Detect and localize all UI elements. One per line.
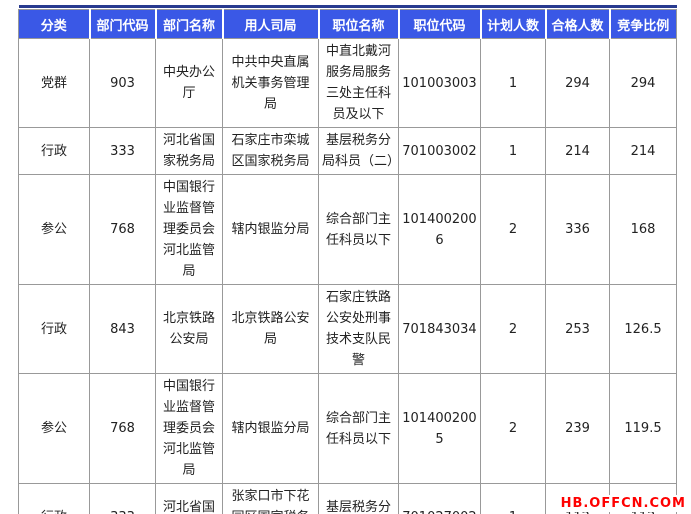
- column-header-position-code: 职位代码: [397, 9, 481, 39]
- column-header-bureau: 用人司局: [221, 9, 319, 39]
- cell-dept-name: 北京铁路公安局: [155, 284, 223, 374]
- cell-position-code: 701003002: [398, 127, 481, 175]
- column-header-competition-ratio: 竞争比例: [608, 9, 677, 39]
- cell-position-name: 石家庄铁路公安处刑事技术支队民警: [318, 284, 399, 374]
- top-accent-line: [19, 5, 677, 8]
- cell-dept-name: 中国银行业监督管理委员会河北监管局: [155, 373, 223, 484]
- cell-planned-count: 2: [480, 373, 546, 484]
- cell-dept-name: 中央办公厅: [155, 38, 223, 128]
- cell-competition-ratio: 168: [609, 174, 677, 285]
- cell-qualified-count: 214: [545, 127, 610, 175]
- table-row: 参公 768 中国银行业监督管理委员会河北监管局 辖内银监分局 综合部门主任科员…: [18, 174, 677, 285]
- table-row: 行政 333 河北省国家税务局 石家庄市栾城区国家税务局 基层税务分局科员（二）…: [18, 127, 677, 175]
- cell-competition-ratio: 294: [609, 38, 677, 128]
- cell-qualified-count: 294: [545, 38, 610, 128]
- cell-qualified-count: 336: [545, 174, 610, 285]
- cell-dept-code: 333: [89, 483, 156, 514]
- cell-category: 参公: [18, 174, 90, 285]
- cell-position-code: 701843034: [398, 284, 481, 374]
- cell-category: 行政: [18, 483, 90, 514]
- table-row: 行政 843 北京铁路公安局 北京铁路公安局 石家庄铁路公安处刑事技术支队民警 …: [18, 284, 677, 374]
- table-header-row: 分类 部门代码 部门名称 用人司局 职位名称 职位代码 计划人数 合格人数 竞争…: [18, 9, 677, 39]
- cell-position-name: 综合部门主任科员以下: [318, 373, 399, 484]
- cell-bureau: 中共中央直属机关事务管理局: [222, 38, 319, 128]
- column-header-dept-name: 部门名称: [154, 9, 223, 39]
- cell-dept-name: 河北省国家税务局: [155, 483, 223, 514]
- table-row: 行政 333 河北省国家税务局 张家口市下花园区国家税务局 基层税务分局科员（二…: [18, 483, 677, 514]
- cell-dept-name: 河北省国家税务局: [155, 127, 223, 175]
- cell-category: 党群: [18, 38, 90, 128]
- cell-position-code: 1014002006: [398, 174, 481, 285]
- cell-bureau: 辖内银监分局: [222, 373, 319, 484]
- cell-bureau: 张家口市下花园区国家税务局: [222, 483, 319, 514]
- cell-position-name: 综合部门主任科员以下: [318, 174, 399, 285]
- cell-bureau: 石家庄市栾城区国家税务局: [222, 127, 319, 175]
- cell-position-name: 基层税务分局科员（二）: [318, 483, 399, 514]
- watermark-text: HB.OFFCN.COM: [554, 495, 688, 512]
- job-position-table: 分类 部门代码 部门名称 用人司局 职位名称 职位代码 计划人数 合格人数 竞争…: [18, 9, 677, 514]
- cell-planned-count: 2: [480, 284, 546, 374]
- cell-competition-ratio: 214: [609, 127, 677, 175]
- cell-planned-count: 2: [480, 174, 546, 285]
- column-header-planned-count: 计划人数: [479, 9, 546, 39]
- cell-category: 行政: [18, 284, 90, 374]
- table-row: 参公 768 中国银行业监督管理委员会河北监管局 辖内银监分局 综合部门主任科员…: [18, 373, 677, 484]
- cell-qualified-count: 239: [545, 373, 610, 484]
- cell-dept-code: 333: [89, 127, 156, 175]
- cell-position-name: 基层税务分局科员（二）: [318, 127, 399, 175]
- cell-position-code: 101003003: [398, 38, 481, 128]
- cell-dept-code: 768: [89, 174, 156, 285]
- cell-category: 行政: [18, 127, 90, 175]
- cell-qualified-count: 253: [545, 284, 610, 374]
- column-header-qualified-count: 合格人数: [544, 9, 610, 39]
- cell-dept-code: 843: [89, 284, 156, 374]
- column-header-category: 分类: [18, 9, 90, 39]
- cell-competition-ratio: 126.5: [609, 284, 677, 374]
- cell-category: 参公: [18, 373, 90, 484]
- cell-dept-code: 768: [89, 373, 156, 484]
- cell-dept-name: 中国银行业监督管理委员会河北监管局: [155, 174, 223, 285]
- column-header-position-name: 职位名称: [317, 9, 399, 39]
- cell-position-name: 中直北戴河服务局服务三处主任科员及以下: [318, 38, 399, 128]
- cell-dept-code: 903: [89, 38, 156, 128]
- cell-planned-count: 1: [480, 483, 546, 514]
- cell-position-code: 701027002: [398, 483, 481, 514]
- cell-position-code: 1014002005: [398, 373, 481, 484]
- cell-bureau: 辖内银监分局: [222, 174, 319, 285]
- cell-planned-count: 1: [480, 127, 546, 175]
- cell-bureau: 北京铁路公安局: [222, 284, 319, 374]
- table-row: 党群 903 中央办公厅 中共中央直属机关事务管理局 中直北戴河服务局服务三处主…: [18, 38, 677, 128]
- cell-competition-ratio: 119.5: [609, 373, 677, 484]
- cell-planned-count: 1: [480, 38, 546, 128]
- column-header-dept-code: 部门代码: [88, 9, 156, 39]
